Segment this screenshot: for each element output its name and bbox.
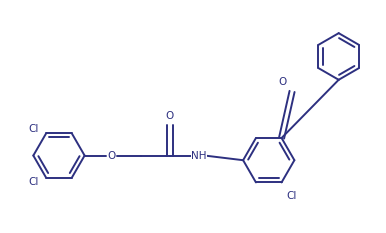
Text: O: O bbox=[278, 77, 286, 87]
Text: NH: NH bbox=[191, 151, 207, 161]
Text: O: O bbox=[166, 111, 174, 121]
Text: Cl: Cl bbox=[29, 177, 39, 187]
Text: Cl: Cl bbox=[29, 124, 39, 134]
Text: Cl: Cl bbox=[286, 191, 296, 201]
Text: O: O bbox=[107, 151, 115, 161]
